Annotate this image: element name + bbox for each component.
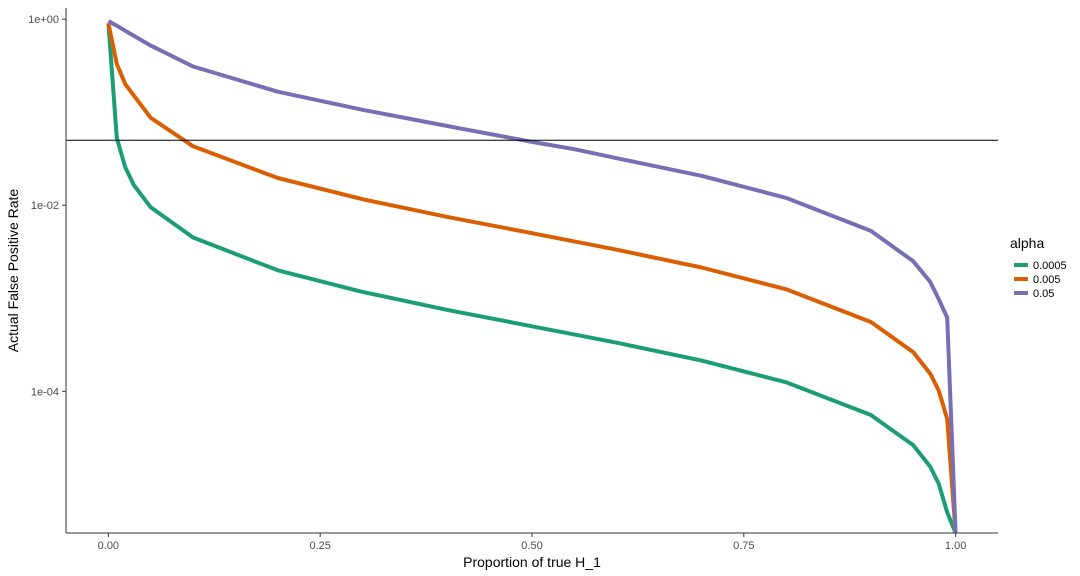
- y-tick-label: 1e+00: [28, 14, 59, 26]
- y-axis-title: Actual False Positive Rate: [5, 189, 21, 353]
- y-tick-label: 1e-02: [31, 200, 59, 212]
- x-tick-label: 0.50: [521, 540, 542, 552]
- legend-label: 0.0005: [1033, 260, 1067, 272]
- legend-items: 0.0005 0.005 0.05: [1014, 260, 1067, 300]
- x-axis-title: Proportion of true H_1: [463, 554, 601, 570]
- x-tick-label: 1.00: [945, 540, 966, 552]
- x-tick-label: 0.25: [309, 540, 330, 552]
- legend-label: 0.005: [1033, 274, 1061, 286]
- x-axis-ticks: 0.00 0.25 0.50 0.75 1.00: [98, 533, 966, 552]
- series-layer: [106, 19, 958, 534]
- y-tick-label: 1e-04: [31, 386, 59, 398]
- series-line-0-0005: [106, 23, 958, 534]
- y-axis-ticks: 1e+00 1e-02 1e-04: [28, 14, 66, 398]
- series-line-0-05: [107, 19, 958, 534]
- legend-title: alpha: [1010, 235, 1044, 251]
- x-tick-label: 0.75: [733, 540, 754, 552]
- x-tick-label: 0.00: [98, 540, 119, 552]
- legend: alpha 0.0005 0.005 0.05: [1010, 235, 1067, 300]
- legend-label: 0.05: [1033, 288, 1054, 300]
- series-line-0-005: [106, 22, 958, 534]
